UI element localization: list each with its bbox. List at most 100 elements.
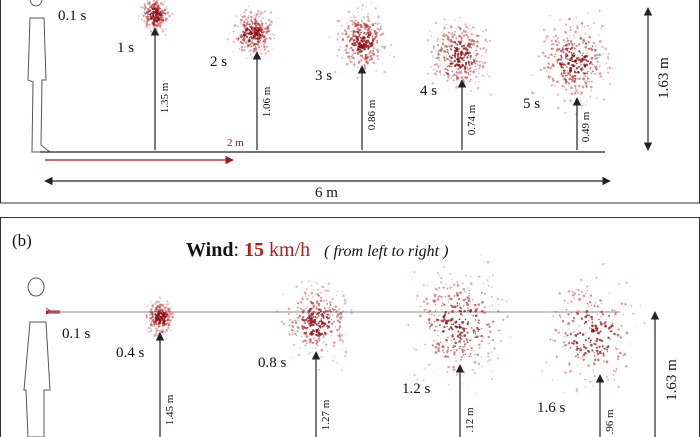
droplet	[317, 294, 321, 297]
droplet	[157, 6, 159, 9]
droplet	[345, 44, 349, 48]
droplet	[360, 31, 362, 34]
droplet	[314, 347, 317, 349]
droplet	[307, 317, 309, 320]
droplet	[592, 22, 595, 25]
droplet	[149, 323, 153, 326]
droplet	[156, 314, 160, 318]
droplet	[315, 333, 318, 336]
droplet	[590, 315, 593, 319]
droplet	[499, 329, 502, 331]
droplet	[303, 319, 306, 322]
droplet	[260, 22, 263, 25]
droplet	[146, 24, 148, 27]
droplet	[468, 80, 471, 82]
droplet	[439, 281, 443, 284]
droplet	[226, 38, 230, 41]
droplet	[318, 337, 321, 340]
droplet	[297, 316, 299, 319]
droplet	[251, 16, 253, 18]
droplet	[455, 76, 459, 80]
droplet	[371, 40, 374, 42]
droplet	[367, 48, 370, 50]
droplet	[604, 325, 607, 328]
droplet	[378, 49, 380, 52]
droplet	[453, 46, 456, 48]
droplet	[158, 6, 160, 8]
droplet-cloud	[145, 296, 175, 340]
droplet	[570, 86, 573, 90]
droplet	[327, 320, 331, 324]
droplet	[232, 50, 234, 53]
droplet	[157, 12, 160, 16]
droplet	[551, 378, 554, 381]
droplet	[568, 78, 570, 81]
droplet	[463, 67, 467, 71]
droplet	[143, 8, 146, 11]
droplet	[304, 294, 306, 296]
droplet	[593, 304, 596, 307]
droplet	[322, 285, 325, 289]
droplet	[480, 302, 483, 304]
droplet	[617, 355, 620, 358]
droplet	[171, 312, 174, 316]
droplet	[478, 61, 481, 63]
droplet	[244, 31, 247, 34]
droplet	[151, 313, 153, 315]
droplet	[576, 26, 579, 30]
droplet	[349, 60, 351, 62]
droplet	[341, 57, 343, 59]
droplet	[619, 351, 622, 355]
droplet	[249, 11, 252, 13]
droplet	[586, 76, 588, 78]
droplet	[376, 22, 378, 24]
droplet	[580, 317, 584, 320]
droplet	[447, 346, 450, 349]
droplet	[464, 290, 467, 293]
time-label: 3 s	[315, 68, 332, 84]
droplet	[475, 54, 477, 57]
droplet	[347, 10, 351, 14]
droplet	[443, 68, 445, 70]
droplet	[247, 32, 250, 35]
droplet	[253, 47, 256, 50]
droplet	[602, 98, 606, 101]
droplet	[585, 59, 588, 62]
droplet	[595, 330, 597, 332]
droplet	[155, 308, 158, 311]
droplet	[146, 314, 148, 316]
droplet	[251, 31, 253, 33]
droplet	[433, 293, 435, 295]
droplet	[596, 313, 599, 315]
droplet	[309, 317, 311, 320]
droplet	[573, 340, 576, 343]
droplet	[578, 331, 582, 335]
droplet	[342, 290, 344, 293]
droplet	[595, 69, 598, 72]
droplet	[487, 323, 490, 326]
droplet	[584, 46, 587, 49]
droplet	[434, 295, 436, 298]
droplet	[336, 328, 339, 332]
droplet	[373, 23, 376, 25]
droplet	[461, 350, 464, 353]
droplet	[358, 50, 361, 53]
droplet	[573, 80, 576, 83]
droplet	[556, 62, 559, 64]
droplet	[482, 47, 485, 50]
droplet	[545, 361, 548, 364]
droplet	[594, 72, 597, 75]
droplet	[595, 339, 598, 343]
droplet	[613, 332, 616, 336]
droplet	[491, 304, 494, 307]
droplet	[357, 11, 359, 13]
droplet	[436, 342, 440, 346]
droplet	[470, 89, 473, 92]
droplet	[487, 352, 490, 355]
droplet	[266, 45, 269, 48]
droplet	[169, 319, 172, 322]
droplet	[448, 298, 450, 301]
droplet	[460, 355, 463, 358]
droplet	[439, 64, 441, 66]
droplet	[443, 27, 446, 30]
